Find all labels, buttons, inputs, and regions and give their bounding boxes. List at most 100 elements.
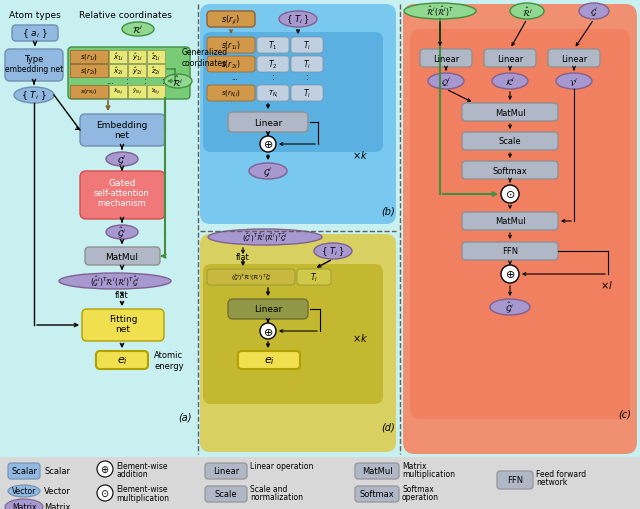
Bar xyxy=(147,65,165,78)
Text: :: : xyxy=(271,73,275,82)
Text: $\hat{y}_{1i}$: $\hat{y}_{1i}$ xyxy=(132,51,143,63)
Text: network: network xyxy=(536,477,567,487)
FancyBboxPatch shape xyxy=(257,57,289,73)
Text: Vector: Vector xyxy=(44,487,71,496)
Text: $T_{N_i}$: $T_{N_i}$ xyxy=(268,88,278,99)
Text: $\oplus$: $\oplus$ xyxy=(100,464,109,474)
Text: net: net xyxy=(115,130,129,139)
Bar xyxy=(128,86,146,99)
Ellipse shape xyxy=(314,243,352,260)
Text: flat: flat xyxy=(236,253,250,262)
FancyBboxPatch shape xyxy=(205,486,247,502)
Text: $\hat{z}_{N_i i}$: $\hat{z}_{N_i i}$ xyxy=(151,87,161,97)
Text: operation: operation xyxy=(402,493,439,501)
FancyBboxPatch shape xyxy=(291,57,323,73)
Text: Linear operation: Linear operation xyxy=(250,462,314,471)
Text: Gated: Gated xyxy=(108,179,136,188)
FancyBboxPatch shape xyxy=(85,247,160,266)
FancyBboxPatch shape xyxy=(203,265,383,404)
Text: flat: flat xyxy=(115,291,129,300)
Bar xyxy=(128,65,146,78)
Text: MatMul: MatMul xyxy=(495,108,525,117)
Ellipse shape xyxy=(208,230,322,245)
Bar xyxy=(70,86,108,99)
Text: $\times l$: $\times l$ xyxy=(600,278,613,291)
Text: $\{\ T_i\ \}$: $\{\ T_i\ \}$ xyxy=(321,245,345,258)
Circle shape xyxy=(97,485,113,501)
Text: MatMul: MatMul xyxy=(362,467,392,475)
Ellipse shape xyxy=(14,88,54,104)
Text: Linear: Linear xyxy=(561,54,587,64)
FancyBboxPatch shape xyxy=(355,463,399,479)
Text: $\mathcal{Q}^i$: $\mathcal{Q}^i$ xyxy=(441,75,451,88)
Text: $\hat{\mathcal{G}}^i$: $\hat{\mathcal{G}}^i$ xyxy=(118,225,127,240)
FancyBboxPatch shape xyxy=(291,86,323,102)
FancyBboxPatch shape xyxy=(462,242,558,261)
FancyBboxPatch shape xyxy=(228,113,308,133)
Text: $\times k$: $\times k$ xyxy=(352,331,368,344)
FancyBboxPatch shape xyxy=(291,38,323,54)
FancyBboxPatch shape xyxy=(257,38,289,54)
Text: Atomic
energy: Atomic energy xyxy=(154,351,184,370)
Text: FFN: FFN xyxy=(502,247,518,256)
Text: Feed forward: Feed forward xyxy=(536,470,586,478)
Text: $\mathcal{R}^i$: $\mathcal{R}^i$ xyxy=(132,24,144,36)
Text: $\mathcal{G}^i$: $\mathcal{G}^i$ xyxy=(589,5,598,19)
Circle shape xyxy=(501,186,519,204)
Text: Linear: Linear xyxy=(433,54,459,64)
Text: :: : xyxy=(306,73,308,82)
Text: $\mathcal{G}^i$: $\mathcal{G}^i$ xyxy=(118,153,127,166)
Ellipse shape xyxy=(428,74,464,90)
Text: normalization: normalization xyxy=(250,493,303,501)
Text: $e_i$: $e_i$ xyxy=(264,354,275,366)
Text: Softmax: Softmax xyxy=(402,485,434,494)
Text: Element-wise: Element-wise xyxy=(116,462,168,471)
Text: $\oplus$: $\oplus$ xyxy=(263,326,273,337)
Text: Softmax: Softmax xyxy=(360,490,394,498)
Text: Softmax: Softmax xyxy=(493,166,527,175)
Circle shape xyxy=(97,461,113,477)
Text: Linear: Linear xyxy=(213,467,239,475)
Text: $\hat{\mathcal{R}}^i(\hat{\mathcal{R}}^i)^T$: $\hat{\mathcal{R}}^i(\hat{\mathcal{R}}^i… xyxy=(426,5,454,19)
Text: $\{\ a_i\ \}$: $\{\ a_i\ \}$ xyxy=(22,27,48,40)
FancyBboxPatch shape xyxy=(484,50,536,68)
Ellipse shape xyxy=(510,4,544,20)
FancyBboxPatch shape xyxy=(82,309,164,342)
Text: $\hat{\mathcal{G}}^i$: $\hat{\mathcal{G}}^i$ xyxy=(506,300,515,315)
FancyBboxPatch shape xyxy=(12,26,58,42)
Text: Relative coordinates: Relative coordinates xyxy=(79,11,172,19)
Text: Scale and: Scale and xyxy=(250,485,287,494)
Ellipse shape xyxy=(164,75,192,89)
FancyBboxPatch shape xyxy=(403,5,637,454)
Text: Generalized
coordinates: Generalized coordinates xyxy=(182,48,228,68)
Text: $\hat{z}_{1i}$: $\hat{z}_{1i}$ xyxy=(151,51,161,63)
Text: $T_i$: $T_i$ xyxy=(303,59,311,71)
FancyBboxPatch shape xyxy=(80,172,165,219)
Text: (b): (b) xyxy=(381,207,395,216)
Text: (d): (d) xyxy=(381,422,395,432)
Text: $\odot$: $\odot$ xyxy=(100,488,109,498)
Text: Scalar: Scalar xyxy=(44,467,70,475)
Text: Matrix: Matrix xyxy=(402,462,426,471)
FancyBboxPatch shape xyxy=(462,162,558,180)
Bar xyxy=(128,51,146,64)
Text: :: : xyxy=(125,76,129,86)
Ellipse shape xyxy=(490,299,530,316)
Text: net: net xyxy=(115,325,131,334)
Text: ...: ... xyxy=(106,76,114,86)
Text: $s(r_{1i})$: $s(r_{1i})$ xyxy=(80,52,98,62)
Text: $e_i$: $e_i$ xyxy=(116,354,127,366)
Bar xyxy=(109,51,127,64)
Text: :: : xyxy=(162,76,164,86)
Text: $(\hat{\mathcal{G}}^i)^T\hat{\mathcal{R}}^i(\hat{\mathcal{R}}^i)^T\hat{\mathcal{: $(\hat{\mathcal{G}}^i)^T\hat{\mathcal{R}… xyxy=(242,232,288,244)
Text: $\hat{\mathcal{R}}^i$: $\hat{\mathcal{R}}^i$ xyxy=(522,5,532,19)
Bar xyxy=(109,65,127,78)
FancyBboxPatch shape xyxy=(355,486,399,502)
Text: Fitting: Fitting xyxy=(109,315,137,324)
Text: $\hat{y}_{2i}$: $\hat{y}_{2i}$ xyxy=(132,65,143,77)
Ellipse shape xyxy=(404,4,476,20)
Text: Vector: Vector xyxy=(12,487,36,496)
FancyBboxPatch shape xyxy=(200,235,396,452)
Text: Scale: Scale xyxy=(214,490,237,498)
Text: Linear: Linear xyxy=(254,305,282,314)
